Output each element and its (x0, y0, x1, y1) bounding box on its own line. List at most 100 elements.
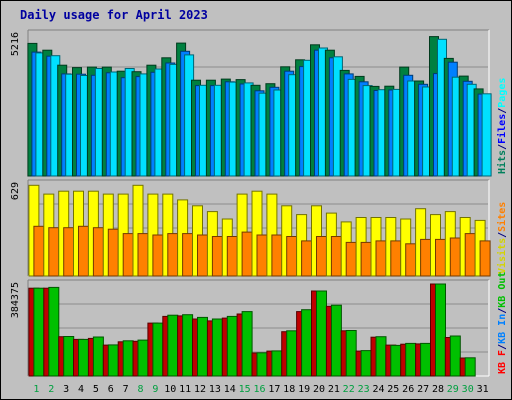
x-tick-label: 7 (123, 384, 129, 395)
bar-kb-out-day-7 (122, 340, 134, 377)
bar-sites-day-30 (464, 233, 476, 277)
x-tick-label: 17 (268, 384, 280, 395)
legend-item: / (497, 308, 508, 314)
legend-kbytes: KB F/KB In/KB Out (497, 272, 508, 374)
x-tick-label: 11 (179, 384, 191, 395)
bar-sites-day-1 (33, 225, 45, 277)
x-tick-label: 28 (432, 384, 444, 395)
legend-item: Sites (496, 202, 508, 232)
legend-item: Hits (496, 150, 508, 174)
x-axis-labels: 1 2 3 4 5 6 7 8 9 10 11 12 13 14 15 16 17 18 19 20 21 22 23 24 2… (33, 384, 488, 395)
bar-sites-day-4 (78, 225, 89, 277)
x-tick-label: 3 (63, 384, 69, 395)
legend-item: Files (496, 114, 508, 144)
legend-item: / (497, 344, 508, 350)
legend-hits-files-pages: Hits/Files/Pages (496, 78, 508, 174)
bar-sites-day-14 (226, 236, 238, 277)
bar-sites-day-27 (420, 238, 432, 277)
x-tick-label: 22 (343, 384, 355, 395)
bar-sites-day-28 (435, 238, 446, 277)
bar-kb-out-day-13 (211, 318, 223, 377)
bar-sites-day-15 (241, 231, 253, 277)
chart-title: Daily usage for April 2023 (20, 8, 208, 22)
bar-sites-day-12 (197, 234, 208, 277)
legend-item: KB F (497, 350, 508, 374)
x-tick-label: 24 (372, 384, 384, 395)
bar-kb-out-day-10 (167, 314, 179, 377)
x-tick-label: 2 (48, 384, 54, 395)
bar-sites-day-18 (286, 236, 298, 277)
legend-item: KB Out (497, 272, 508, 308)
legend-item: Pages (497, 78, 508, 108)
bar-sites-day-21 (330, 236, 342, 277)
max-value-label: 5216 (10, 32, 21, 56)
x-tick-label: 20 (313, 384, 325, 395)
legend-item: / (497, 144, 508, 150)
bar-kb-out-day-12 (197, 316, 208, 377)
x-tick-label: 19 (298, 384, 310, 395)
bar-kb-out-day-30 (464, 357, 476, 377)
bar-kb-out-day-19 (301, 309, 313, 377)
x-tick-label: 25 (387, 384, 399, 395)
bar-sites-day-19 (301, 240, 313, 277)
bar-kb-out-day-3 (63, 336, 75, 377)
bar-kb-out-day-6 (107, 344, 119, 377)
bar-kb-out-day-1 (33, 287, 45, 377)
panel-visits-sites: 629 Visits/Sites (10, 179, 508, 277)
max-value-label: 384375 (10, 282, 21, 318)
bar-kb-out-day-20 (316, 290, 327, 377)
bar-kb-out-day-15 (241, 311, 253, 377)
legend-item: KB In (497, 314, 508, 344)
bar-sites-day-24 (375, 240, 387, 277)
bar-kb-out-day-29 (449, 335, 461, 377)
bar-pages-day-31 (481, 93, 492, 177)
bar-kb-out-day-16 (256, 352, 268, 377)
legend-item: / (497, 232, 508, 238)
x-tick-label: 30 (462, 384, 474, 395)
bar-sites-day-2 (48, 227, 60, 277)
bar-sites-day-8 (137, 233, 149, 277)
bar-kb-out-day-22 (345, 330, 357, 377)
bar-sites-day-23 (360, 241, 372, 277)
bar-kb-out-day-4 (78, 338, 89, 377)
bar-kb-out-day-5 (92, 336, 104, 377)
bar-kb-out-day-17 (271, 350, 283, 377)
bar-sites-day-25 (390, 240, 402, 277)
bar-sites-day-9 (152, 234, 164, 277)
x-tick-label: 16 (253, 384, 265, 395)
x-tick-label: 6 (108, 384, 114, 395)
bar-sites-day-13 (211, 236, 223, 277)
x-tick-label: 9 (152, 384, 158, 395)
bar-kb-out-day-9 (152, 322, 164, 377)
x-tick-label: 18 (283, 384, 295, 395)
bar-sites-day-31 (479, 240, 491, 277)
x-tick-label: 8 (137, 384, 143, 395)
x-tick-label: 4 (78, 384, 84, 395)
legend-item: / (497, 108, 508, 114)
bar-kb-out-day-27 (420, 342, 432, 377)
bar-kb-out-day-23 (360, 350, 372, 377)
x-tick-label: 1 (33, 384, 39, 395)
bar-sites-day-3 (63, 227, 75, 277)
bar-kb-out-day-24 (375, 336, 387, 377)
chart-panels: 5216Hits/Files/Pages629Visits/Sites38437… (10, 29, 508, 377)
bar-sites-day-7 (122, 233, 134, 277)
bar-kb-out-day-18 (286, 330, 298, 377)
bar-sites-day-5 (92, 227, 104, 277)
x-tick-label: 5 (93, 384, 99, 395)
x-tick-label: 14 (224, 384, 236, 395)
legend-visits-sites: Visits/Sites (496, 202, 508, 274)
bar-kb-out-day-14 (226, 315, 238, 377)
bar-kb-out-day-26 (405, 342, 417, 377)
legend-item: Visits (496, 238, 508, 274)
bar-kb-out-day-28 (435, 283, 446, 377)
bar-sites-day-10 (167, 233, 179, 277)
x-tick-label: 29 (447, 384, 459, 395)
x-tick-label: 15 (239, 384, 251, 395)
bar-kb-out-day-25 (390, 344, 402, 377)
bar-sites-day-20 (316, 236, 327, 277)
bar-kb-out-day-21 (330, 304, 342, 377)
